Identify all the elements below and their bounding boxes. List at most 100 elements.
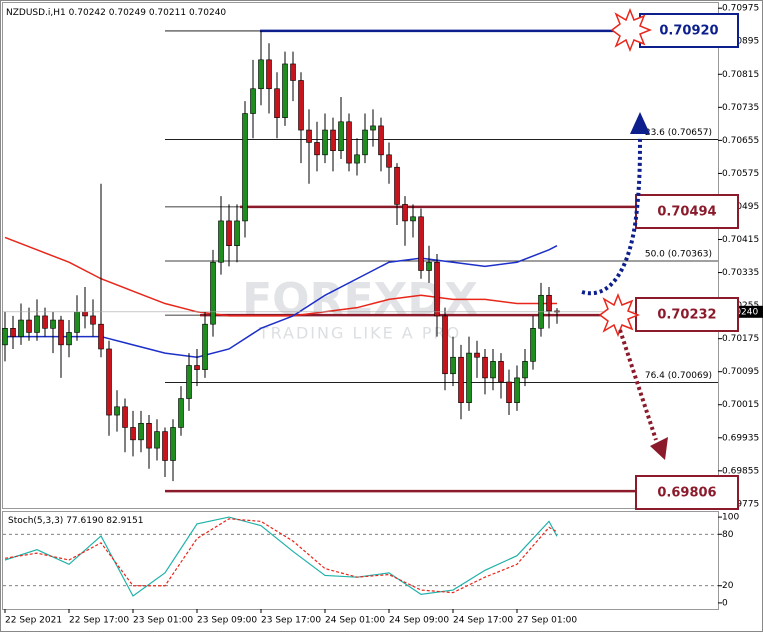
x-tick-label: 24 Sep 01:00 — [325, 616, 385, 626]
candle-body — [354, 154, 360, 164]
candle-body — [474, 352, 480, 358]
candle-body — [306, 129, 312, 143]
candle-body — [434, 261, 440, 317]
starburst — [598, 292, 641, 338]
candle-body — [386, 154, 392, 168]
level-box-label: 0.70494 — [657, 205, 716, 220]
stoch-title: Stoch(5,3,3) — [8, 516, 63, 526]
candle-body — [42, 315, 48, 329]
y-tick-label: 0.70095 — [722, 367, 759, 377]
candle-body — [402, 204, 408, 222]
candle-body — [530, 328, 536, 362]
candle-body — [490, 361, 496, 379]
candle-body — [482, 356, 488, 379]
y-tick-label: 100 — [722, 513, 739, 523]
candle-body — [82, 311, 88, 317]
x-tick-label: 22 Sep 2021 — [5, 616, 62, 626]
candle-body — [18, 319, 24, 337]
candle-body — [274, 88, 280, 118]
y-tick-label: 0.70815 — [722, 70, 759, 80]
candle-body — [282, 63, 288, 118]
x-tick-label: 24 Sep 17:00 — [453, 616, 513, 626]
candle-body — [226, 220, 232, 247]
candle-body — [546, 294, 552, 312]
fib-label: 50.0 (0.70363) — [645, 249, 712, 259]
arrowhead — [630, 112, 650, 134]
level-box — [635, 194, 739, 229]
candle-body — [122, 406, 128, 428]
candle-body — [338, 121, 344, 152]
y-tick-label: 0.70575 — [722, 169, 759, 179]
candle-body — [186, 365, 192, 399]
stoch-line — [4, 516, 558, 597]
up-arrow — [581, 137, 642, 296]
stoch-panel — [2, 511, 719, 610]
candle-body — [394, 166, 400, 205]
candle-body — [10, 328, 16, 337]
stoch-signal: 82.9151 — [106, 516, 143, 526]
y-tick-label: 0.70975 — [722, 4, 759, 14]
y-tick-label: 0.70415 — [722, 235, 759, 245]
level-box — [635, 475, 739, 510]
level-box-label: 0.70232 — [657, 308, 716, 323]
candle-body — [346, 121, 352, 164]
candle-body — [266, 59, 272, 90]
candle-body — [58, 319, 64, 346]
candle-body — [98, 323, 104, 350]
starburst — [610, 7, 653, 53]
main-panel — [2, 2, 719, 509]
candle-body — [2, 328, 8, 346]
down-arrow — [618, 329, 658, 441]
candle-body — [522, 361, 528, 379]
candle-body — [218, 220, 224, 263]
y-tick-label: 0.70335 — [722, 268, 759, 278]
candle-body — [202, 323, 208, 370]
fib-label: 23.6 (0.70657) — [645, 128, 712, 138]
candle-body — [26, 319, 32, 333]
candle-body — [506, 381, 512, 403]
y-tick-label: 0.70015 — [722, 400, 759, 410]
level-box-label: 0.70920 — [659, 24, 718, 39]
y-tick-label: 0.69935 — [722, 433, 759, 443]
y-tick-label: 0.70655 — [722, 136, 759, 146]
y-tick-label: 0.70735 — [722, 103, 759, 113]
candle-body — [146, 423, 152, 449]
candle-body — [170, 427, 176, 461]
candle-body — [322, 129, 328, 156]
watermark-subtitle: TRADING LIKE A PRO — [258, 324, 461, 343]
y-tick-label: 80 — [722, 530, 734, 540]
candle-body — [370, 125, 376, 131]
candle-body — [258, 59, 264, 90]
x-tick-label: 23 Sep 01:00 — [133, 616, 193, 626]
symbol: NZDUSD.i,H1 — [6, 8, 66, 18]
candle-body — [194, 365, 200, 370]
candle-body — [298, 80, 304, 131]
candle-body — [442, 315, 448, 375]
candle-body — [90, 315, 96, 325]
y-tick-label: 0.70175 — [722, 334, 759, 344]
low: 0.70211 — [149, 8, 186, 18]
x-tick-label: 23 Sep 17:00 — [261, 616, 321, 626]
candle-body — [314, 142, 320, 156]
x-tick-label: 24 Sep 09:00 — [389, 616, 449, 626]
y-tick-label: 0.70495 — [722, 202, 759, 212]
candle-body — [162, 431, 168, 461]
open: 0.70242 — [69, 8, 106, 18]
candle-body — [178, 398, 184, 428]
y-tick-label: 0.69855 — [722, 466, 759, 476]
candle-body — [330, 129, 336, 152]
level-box — [639, 13, 739, 48]
price-tag-label: 0.70240 — [721, 307, 758, 317]
fib-label: 76.4 (0.70069) — [645, 371, 712, 381]
candle-body — [74, 311, 80, 333]
y-tick-label: 0.70895 — [722, 37, 759, 47]
level-box-label: 0.69806 — [657, 486, 716, 501]
candle-body — [154, 431, 160, 449]
stoch-line — [4, 518, 558, 594]
candle-body — [418, 216, 424, 271]
close: 0.70240 — [189, 8, 226, 18]
candle-body — [106, 348, 112, 416]
candle-body — [426, 261, 432, 271]
candle-body — [450, 356, 456, 375]
